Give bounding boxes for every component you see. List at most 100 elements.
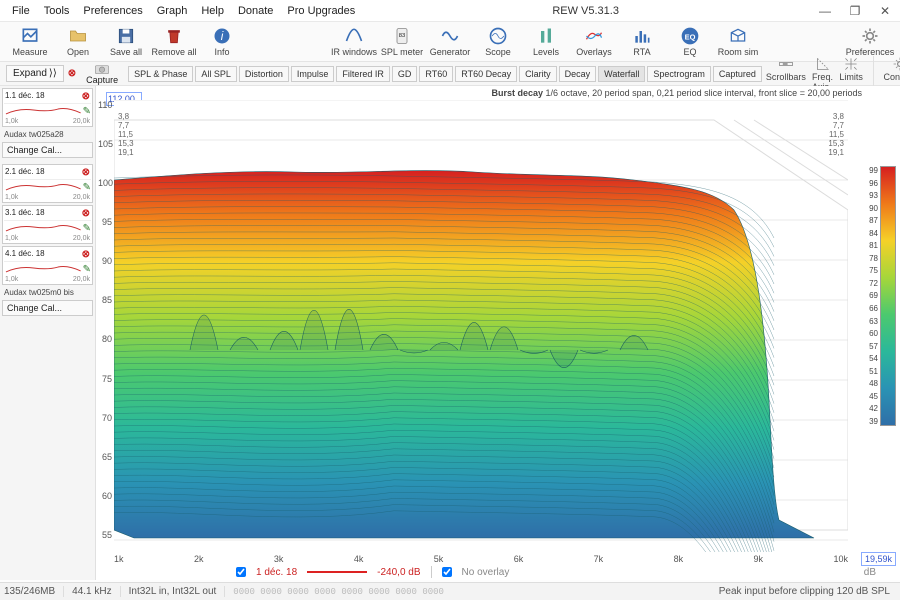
y-axis-ticks: 110105100959085807570656055: [98, 100, 112, 540]
minimize-button[interactable]: —: [810, 0, 840, 22]
measurement-item[interactable]: 3.1 déc. 18⊗ ✎ 1,0k20,0k: [2, 205, 93, 244]
roomsim-button[interactable]: Room sim: [714, 26, 762, 57]
tab-clarity[interactable]: Clarity: [519, 66, 557, 82]
waterfall-chart[interactable]: [114, 100, 848, 552]
expand-button[interactable]: Expand⟩⟩: [6, 65, 64, 82]
gear-icon: [860, 26, 880, 46]
tab-all-spl[interactable]: All SPL: [195, 66, 237, 82]
graph-tabs: SPL & Phase All SPL Distortion Impulse F…: [128, 66, 762, 82]
irwindows-icon: [344, 26, 364, 46]
delete-icon[interactable]: ⊗: [82, 91, 90, 102]
chart-header: Burst decay 1/6 octave, 20 period span, …: [492, 88, 863, 98]
legend-value-1: -240,0 dB: [377, 567, 420, 578]
status-memory: 135/246MB: [4, 586, 64, 597]
menu-help[interactable]: Help: [195, 3, 230, 19]
capture-button[interactable]: Capture: [86, 63, 118, 85]
x-axis-ticks: 1k2k3k4k5k6k7k8k9k10k: [114, 554, 848, 564]
levels-icon: [536, 26, 556, 46]
menu-preferences[interactable]: Preferences: [77, 3, 148, 19]
tab-rt60-decay[interactable]: RT60 Decay: [455, 66, 517, 82]
edit-icon[interactable]: ✎: [83, 223, 91, 234]
generator-button[interactable]: Generator: [426, 26, 474, 57]
preferences-button[interactable]: Preferences: [846, 26, 894, 57]
splmeter-icon: 83: [392, 26, 412, 46]
chart-area: Burst decay 1/6 octave, 20 period span, …: [96, 86, 900, 580]
tab-spl-phase[interactable]: SPL & Phase: [128, 66, 193, 82]
measurement-item[interactable]: 2.1 déc. 18⊗ ✎ 1,0k20,0k: [2, 164, 93, 203]
titlebar: File Tools Preferences Graph Help Donate…: [0, 0, 900, 22]
tab-distortion[interactable]: Distortion: [239, 66, 289, 82]
freq-hi-input[interactable]: 19,59k: [861, 552, 896, 566]
status-buffers: 0000 0000 0000 0000 0000 0000 0000 0000: [233, 587, 444, 597]
measurement-label: Audax tw025a28: [2, 129, 93, 140]
saveall-button[interactable]: Save all: [102, 26, 150, 57]
tab-impulse[interactable]: Impulse: [291, 66, 335, 82]
measurement-item[interactable]: 4.1 déc. 18⊗ ✎ 1,0k20,0k: [2, 246, 93, 285]
tab-decay[interactable]: Decay: [559, 66, 597, 82]
tab-captured[interactable]: Captured: [713, 66, 762, 82]
menubar: File Tools Preferences Graph Help Donate…: [0, 3, 361, 19]
legend-line-1: [307, 571, 367, 573]
tab-waterfall[interactable]: Waterfall: [598, 66, 645, 82]
status-io: Int32L in, Int32L out: [129, 586, 226, 597]
eq-button[interactable]: EQEQ: [666, 26, 714, 57]
legend-label-2: No overlay: [462, 567, 510, 578]
status-peak: Peak input before clipping 120 dB SPL: [719, 586, 896, 597]
main-area: 1.1 déc. 18⊗ ✎ 1,0k20,0k Audax tw025a28 Ch…: [0, 86, 900, 580]
measurement-item[interactable]: 1.1 déc. 18⊗ ✎ 1,0k20,0k: [2, 88, 93, 127]
delete-icon[interactable]: ⊗: [82, 208, 90, 219]
edit-icon[interactable]: ✎: [83, 264, 91, 275]
levels-button[interactable]: Levels: [522, 26, 570, 57]
scope-button[interactable]: Scope: [474, 26, 522, 57]
delete-icon[interactable]: ⊗: [68, 68, 76, 79]
measure-icon: [20, 26, 40, 46]
legend-label-1: 1 déc. 18: [256, 567, 297, 578]
axis-icon: [815, 56, 831, 72]
legend-checkbox-2[interactable]: [442, 567, 452, 577]
close-button[interactable]: ✕: [870, 0, 900, 22]
maximize-button[interactable]: ❐: [840, 0, 870, 22]
menu-graph[interactable]: Graph: [151, 3, 194, 19]
disk-icon: [116, 26, 136, 46]
measurement-sidebar: 1.1 déc. 18⊗ ✎ 1,0k20,0k Audax tw025a28 Ch…: [0, 86, 96, 580]
tab-filtered-ir[interactable]: Filtered IR: [336, 66, 390, 82]
info-icon: i: [212, 26, 232, 46]
status-bar: 135/246MB 44.1 kHz Int32L in, Int32L out…: [0, 582, 900, 600]
measurement-label: Audax tw025m0 bis: [2, 287, 93, 298]
svg-text:i: i: [221, 30, 224, 43]
camera-icon: [94, 63, 110, 75]
measure-button[interactable]: Measure: [6, 26, 54, 57]
sub-toolbar: Expand⟩⟩ ⊗ Capture SPL & Phase All SPL D…: [0, 62, 900, 86]
window-title: REW V5.31.3: [361, 5, 810, 17]
depth-ticks-right: 3,87,711,515,319,1: [828, 112, 844, 157]
change-cal-button[interactable]: Change Cal...: [2, 300, 93, 316]
rta-button[interactable]: RTA: [618, 26, 666, 57]
tab-gd[interactable]: GD: [392, 66, 418, 82]
change-cal-button[interactable]: Change Cal...: [2, 142, 93, 158]
menu-file[interactable]: File: [6, 3, 36, 19]
depth-ticks-left: 3,87,711,515,319,1: [118, 112, 134, 157]
menu-tools[interactable]: Tools: [38, 3, 76, 19]
edit-icon[interactable]: ✎: [83, 106, 91, 117]
generator-icon: [440, 26, 460, 46]
legend-checkbox-1[interactable]: [236, 567, 246, 577]
irwindows-button[interactable]: IR windows: [330, 26, 378, 57]
colorbar-ticks: 9996939087848178757269666360575451484542…: [869, 166, 878, 426]
menu-proupgrades[interactable]: Pro Upgrades: [281, 3, 361, 19]
edit-icon[interactable]: ✎: [83, 182, 91, 193]
removeall-button[interactable]: Remove all: [150, 26, 198, 57]
tab-rt60[interactable]: RT60: [419, 66, 453, 82]
svg-text:83: 83: [399, 33, 405, 39]
open-button[interactable]: Open: [54, 26, 102, 57]
delete-icon[interactable]: ⊗: [82, 167, 90, 178]
menu-donate[interactable]: Donate: [232, 3, 279, 19]
folder-icon: [68, 26, 88, 46]
chart-legend: 1 déc. 18 -240,0 dB No overlay dB: [236, 566, 876, 578]
delete-icon[interactable]: ⊗: [82, 249, 90, 260]
info-button[interactable]: i Info: [198, 26, 246, 57]
splmeter-button[interactable]: 83SPL meter: [378, 26, 426, 57]
scope-icon: [488, 26, 508, 46]
overlays-button[interactable]: Overlays: [570, 26, 618, 57]
tab-spectrogram[interactable]: Spectrogram: [647, 66, 711, 82]
gear-icon: [892, 56, 900, 72]
